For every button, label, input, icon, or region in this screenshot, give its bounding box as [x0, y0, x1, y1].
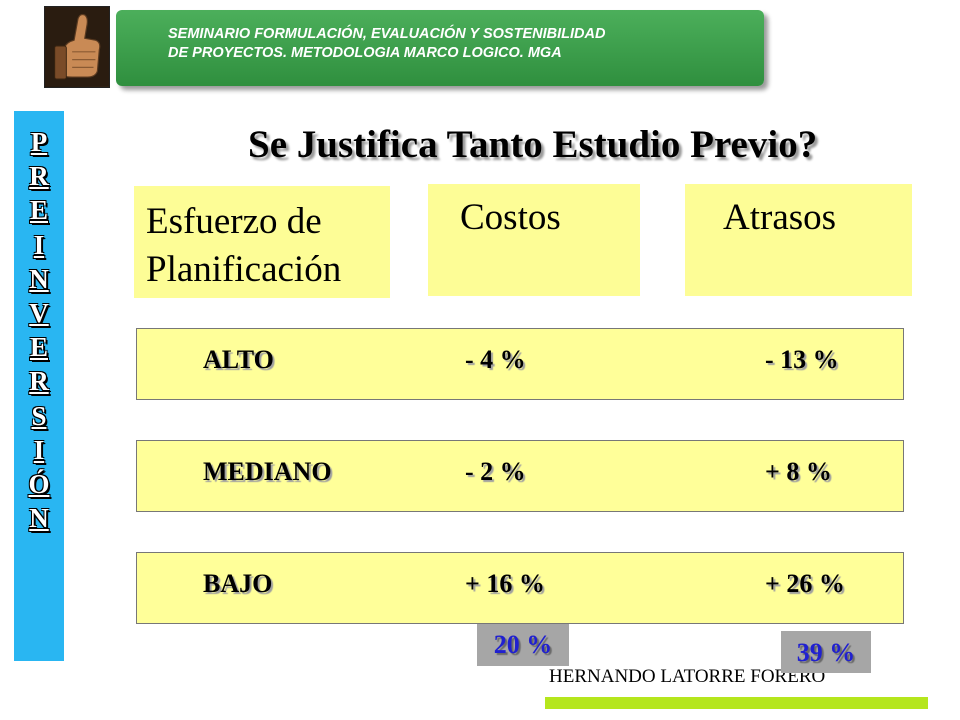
- row-cost: - 2 %: [465, 457, 526, 486]
- author-name: HERNANDO LATORRE FORERO: [549, 666, 826, 687]
- sidebar-letter: R: [29, 366, 49, 397]
- row-delay: - 13 %: [765, 345, 839, 374]
- row-bajo: BAJO + 16 % + 26 %: [136, 552, 904, 624]
- row-level: BAJO: [203, 569, 273, 598]
- row-level: MEDIANO: [203, 457, 332, 486]
- seminar-banner: SEMINARIO FORMULACIÓN, EVALUACIÓN Y SOST…: [116, 10, 764, 86]
- banner-line-2: DE PROYECTOS. METODOLOGIA MARCO LOGICO. …: [168, 45, 562, 61]
- row-cost: - 4 %: [465, 345, 526, 374]
- sidebar-letter: R: [29, 161, 49, 192]
- row-delay: + 26 %: [765, 569, 845, 598]
- header-effort-line-1: Esfuerzo de: [146, 201, 322, 242]
- sidebar-letter: N: [29, 503, 49, 534]
- sidebar-letter: I: [33, 229, 45, 260]
- footer-bar: [545, 697, 928, 709]
- sidebar-letter: E: [29, 195, 48, 226]
- slide-title: Se Justifica Tanto Estudio Previo?: [248, 123, 818, 166]
- header-delays: Atrasos: [685, 184, 912, 296]
- thumbs-up-icon: [45, 7, 109, 87]
- sidebar-letter: I: [33, 434, 45, 465]
- sidebar-letter: S: [31, 400, 47, 431]
- row-level: ALTO: [203, 345, 274, 374]
- sidebar-letter: P: [30, 127, 48, 157]
- header-costs: Costos: [428, 184, 640, 296]
- preinversion-sidebar: P R E I N V E R S I Ó N: [14, 111, 64, 661]
- header-effort-line-2: Planificación: [146, 249, 342, 290]
- total-costs: 20 %: [477, 624, 569, 666]
- sidebar-letter: N: [29, 263, 49, 294]
- row-cost: + 16 %: [465, 569, 545, 598]
- sidebar-letter: E: [29, 332, 48, 363]
- sidebar-letter: Ó: [28, 469, 50, 500]
- row-mediano: MEDIANO - 2 % + 8 %: [136, 440, 904, 512]
- total-delays: 39 %: [781, 631, 871, 673]
- row-delay: + 8 %: [765, 457, 832, 486]
- thumbs-up-logo: [44, 6, 110, 88]
- banner-line-1: SEMINARIO FORMULACIÓN, EVALUACIÓN Y SOST…: [168, 26, 606, 42]
- sidebar-letter: V: [29, 298, 49, 329]
- header-effort: Esfuerzo de Planificación: [134, 186, 390, 298]
- row-alto: ALTO - 4 % - 13 %: [136, 328, 904, 400]
